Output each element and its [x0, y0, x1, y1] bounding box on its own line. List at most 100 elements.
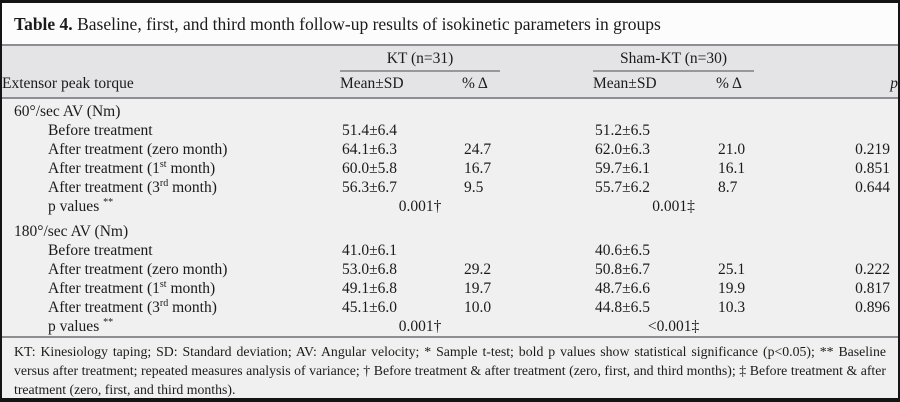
cell-sham-mean: 50.8±6.7	[595, 261, 651, 278]
empty-cell	[500, 46, 594, 72]
cell-kt-pct: 19.7	[464, 280, 492, 297]
cell-sham-pct: 19.9	[718, 280, 746, 297]
group-header-sham-kt: Sham-KT (n=30)	[593, 46, 755, 72]
cell-kt-pct: 16.7	[464, 160, 492, 177]
spacer-cell	[500, 159, 593, 178]
cell-kt-mean: 53.0±6.8	[342, 261, 398, 278]
cell-p: 0.851	[855, 160, 891, 177]
cell-kt-pct: 24.7	[464, 141, 492, 158]
cell-p	[754, 197, 898, 216]
cell-kt-mean: 49.1±6.8	[342, 280, 398, 297]
cell-kt-group-p: 0.001†	[398, 198, 442, 215]
cell-sham-mean: 40.6±6.5	[595, 242, 651, 259]
table-row: After treatment (3rd month) 45.1±6.0 10.…	[2, 298, 898, 317]
cell-p: 0.896	[855, 299, 891, 316]
cell-p	[754, 121, 898, 140]
table-title: Table 4. Baseline, first, and third mont…	[2, 3, 898, 46]
isokinetic-results-table: KT (n=31) Sham-KT (n=30) Extensor peak t…	[2, 46, 898, 336]
cell-sham-pct: 21.0	[718, 141, 746, 158]
cell-label: p values **	[2, 197, 340, 216]
p-values-row: p values ** 0.001† <0.001‡	[2, 317, 898, 336]
column-header-sham-mean-sd: Mean±SD	[593, 72, 717, 99]
cell-sham-group-p: 0.001‡	[652, 198, 695, 215]
column-header-sham-pct-delta: % Δ	[716, 72, 755, 99]
label-text: month)	[166, 280, 216, 297]
group-label-sham-kt: Sham-KT (n=30)	[593, 49, 755, 72]
label-text: month)	[166, 160, 216, 177]
column-header-kt-mean-sd: Mean±SD	[340, 72, 462, 99]
table-row: Before treatment 41.0±6.1 40.6±6.5	[2, 241, 898, 260]
cell-kt-pct	[462, 241, 500, 260]
cell-p: 0.644	[855, 179, 891, 196]
section-row-60: 60°/sec AV (Nm)	[2, 98, 898, 121]
cell-sham-mean: 55.7±6.2	[595, 179, 651, 196]
label-superscript: st	[159, 278, 167, 290]
label-text: After treatment (3	[48, 299, 160, 316]
group-header-kt: KT (n=31)	[340, 46, 501, 72]
spacer-cell	[500, 241, 593, 260]
cell-p: 0.817	[855, 280, 891, 297]
table-caption: Baseline, first, and third month follow-…	[77, 14, 661, 34]
cell-p	[754, 241, 898, 260]
spacer-cell	[500, 72, 594, 99]
table-number: Table 4.	[14, 14, 73, 34]
column-header-row: Extensor peak torque Mean±SD % Δ Mean±SD…	[2, 72, 898, 99]
label-superscript: **	[103, 196, 114, 208]
table-body: 60°/sec AV (Nm) Before treatment 51.4±6.…	[2, 98, 898, 336]
label-text: p values	[48, 198, 104, 215]
section-label: 60°/sec AV (Nm)	[14, 103, 121, 120]
cell-sham-mean: 48.7±6.6	[595, 280, 651, 297]
spacer-cell	[500, 197, 593, 216]
cell-label: After treatment (1st month)	[2, 279, 340, 298]
column-header-parameter: Extensor peak torque	[2, 72, 340, 99]
p-values-row: p values ** 0.001† 0.001‡	[2, 197, 898, 216]
cell-kt-mean: 51.4±6.4	[342, 122, 398, 139]
table-row: Before treatment 51.4±6.4 51.2±6.5	[2, 121, 898, 140]
spacer-cell	[500, 279, 593, 298]
spacer-cell	[500, 121, 593, 140]
cell-kt-pct	[462, 121, 500, 140]
cell-kt-group-p: 0.001†	[398, 318, 442, 335]
section-label: 180°/sec AV (Nm)	[14, 223, 129, 240]
cell-label: Before treatment	[48, 122, 153, 139]
group-header-row: KT (n=31) Sham-KT (n=30)	[2, 46, 898, 72]
spacer-cell	[500, 298, 593, 317]
cell-label: After treatment (zero month)	[48, 141, 228, 158]
spacer-cell	[500, 317, 593, 336]
table-row: After treatment (1st month) 49.1±6.8 19.…	[2, 279, 898, 298]
table-row: After treatment (zero month) 64.1±6.3 24…	[2, 140, 898, 159]
cell-sham-mean: 51.2±6.5	[595, 122, 651, 139]
section-row-180: 180°/sec AV (Nm)	[2, 216, 898, 241]
cell-label: After treatment (1st month)	[2, 159, 340, 178]
label-text: After treatment (1	[48, 280, 160, 297]
cell-kt-pct: 29.2	[464, 261, 492, 278]
spacer-cell	[500, 178, 593, 197]
cell-sham-pct: 8.7	[718, 179, 738, 196]
cell-kt-mean: 64.1±6.3	[342, 141, 398, 158]
cell-p: 0.219	[855, 141, 891, 158]
label-superscript: st	[159, 158, 167, 170]
cell-kt-mean: 56.3±6.7	[342, 179, 398, 196]
cell-sham-pct: 25.1	[718, 261, 746, 278]
cell-label: After treatment (zero month)	[48, 261, 228, 278]
cell-p: 0.222	[855, 261, 891, 278]
table-header: KT (n=31) Sham-KT (n=30) Extensor peak t…	[2, 46, 898, 99]
cell-label: After treatment (3rd month)	[2, 178, 340, 197]
spacer-cell	[500, 140, 593, 159]
label-superscript: **	[103, 316, 114, 328]
column-header-p: p	[754, 72, 898, 99]
empty-cell	[754, 46, 898, 72]
cell-sham-pct: 10.3	[718, 299, 746, 316]
column-header-kt-pct-delta: % Δ	[462, 72, 501, 99]
cell-kt-mean: 41.0±6.1	[342, 242, 398, 259]
cell-p	[754, 317, 898, 336]
cell-kt-mean: 60.0±5.8	[342, 160, 398, 177]
group-label-kt: KT (n=31)	[340, 49, 501, 72]
table-footnote: KT: Kinesiology taping; SD: Standard dev…	[2, 336, 898, 398]
table-row: After treatment (3rd month) 56.3±6.7 9.5…	[2, 178, 898, 197]
cell-sham-pct	[716, 241, 754, 260]
cell-kt-pct: 10.0	[464, 299, 492, 316]
label-text: month)	[168, 299, 217, 316]
label-text: month)	[168, 179, 217, 196]
